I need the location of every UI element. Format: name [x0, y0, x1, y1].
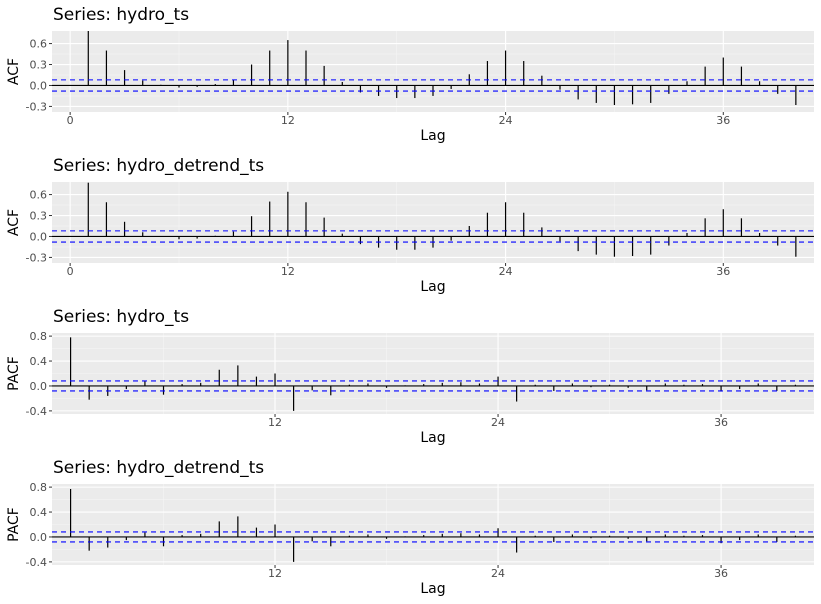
x-tick-label: 24	[499, 265, 513, 278]
y-tick-label: 0.4	[30, 506, 48, 519]
y-axis-label: PACF	[6, 356, 22, 391]
x-tick-label: 36	[716, 265, 730, 278]
y-tick-label: 0.8	[30, 481, 48, 494]
y-tick-label: -0.3	[26, 251, 47, 264]
y-tick-label: -0.3	[26, 100, 47, 113]
x-tick-label: 0	[67, 114, 74, 127]
y-tick-label: 0.6	[30, 189, 48, 202]
chart-title: Series: hydro_detrend_ts	[53, 156, 264, 176]
y-tick-label: 0.4	[30, 355, 48, 368]
y-tick-label: 0.0	[30, 380, 48, 393]
x-tick-label: 24	[499, 114, 513, 127]
x-tick-label: 36	[714, 416, 728, 429]
y-tick-label: 0.6	[30, 38, 48, 51]
x-tick-label: 12	[268, 567, 282, 580]
y-tick-label: 0.3	[30, 59, 48, 72]
y-axis-label: PACF	[6, 507, 22, 542]
chart-panel-2: Series: hydro_detrend_ts -0.3 0.0 0.3 0.6 0 12…	[6, 156, 814, 295]
chart-panel-3: Series: hydro_ts -0.4 0.0 0.4 0.8 12 24 36 Lag PA…	[6, 307, 814, 446]
x-tick-label: 12	[281, 265, 295, 278]
x-axis-label: Lag	[420, 279, 445, 295]
x-tick-label: 24	[491, 567, 505, 580]
y-tick-label: 0.0	[30, 531, 48, 544]
y-tick-label: -0.4	[26, 405, 47, 418]
x-tick-label: 36	[716, 114, 730, 127]
chart-title: Series: hydro_ts	[53, 307, 189, 327]
chart-title: Series: hydro_ts	[53, 5, 189, 25]
y-axis-label: ACF	[6, 58, 22, 85]
x-tick-label: 12	[281, 114, 295, 127]
chart-title: Series: hydro_detrend_ts	[53, 458, 264, 478]
x-tick-label: 0	[67, 265, 74, 278]
y-tick-label: 0.0	[30, 79, 48, 92]
y-tick-label: 0.8	[30, 330, 48, 343]
y-tick-label: 0.0	[30, 230, 48, 243]
x-tick-label: 36	[714, 567, 728, 580]
x-tick-label: 12	[268, 416, 282, 429]
chart-panel-4: Series: hydro_detrend_ts -0.4 0.0 0.4 0.8 12 2…	[6, 458, 814, 597]
x-axis-label: Lag	[420, 581, 445, 597]
y-axis-label: ACF	[6, 209, 22, 236]
x-axis-label: Lag	[420, 128, 445, 144]
y-tick-label: -0.4	[26, 556, 47, 569]
chart-panel-1: Series: hydro_ts -0.3 0.0 0.3 0.6 0 12 24 36 Lag A…	[6, 5, 814, 144]
x-tick-label: 24	[491, 416, 505, 429]
x-axis-label: Lag	[420, 430, 445, 446]
y-tick-label: 0.3	[30, 210, 48, 223]
